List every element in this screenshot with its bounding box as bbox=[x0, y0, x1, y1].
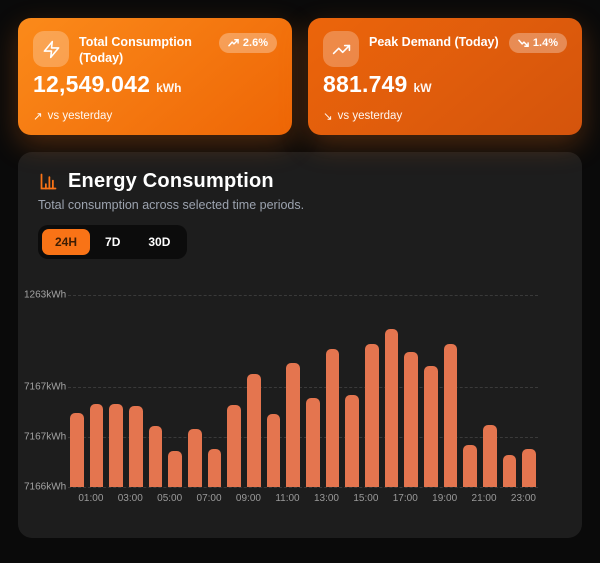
x-axis-label bbox=[463, 493, 465, 504]
bar-03:00[interactable] bbox=[129, 406, 143, 487]
kpi-footer: ↘ vs yesterday bbox=[323, 109, 567, 123]
kpi-footer: ↗ vs yesterday bbox=[33, 109, 277, 123]
x-axis-label bbox=[345, 493, 347, 504]
chart-title: Energy Consumption bbox=[68, 170, 274, 192]
x-axis-label: 11:00 bbox=[275, 493, 300, 504]
bar-22:00[interactable] bbox=[502, 455, 517, 487]
x-axis-label: 03:00 bbox=[117, 493, 143, 504]
bar-12:00[interactable] bbox=[306, 398, 320, 487]
bar-chart-icon bbox=[40, 173, 57, 190]
x-axis-label bbox=[228, 493, 230, 504]
kpi-value: 881.749 bbox=[323, 71, 408, 97]
bar-18:00[interactable] bbox=[424, 366, 438, 487]
bar-04:00[interactable] bbox=[148, 426, 163, 487]
bar-21:00[interactable] bbox=[483, 425, 497, 487]
x-axis-label bbox=[424, 493, 426, 504]
x-axis-label bbox=[188, 493, 190, 504]
bar-11:00[interactable] bbox=[286, 363, 301, 487]
kpi-card-header: Total Consumption (Today) 2.6% bbox=[33, 31, 277, 67]
bar-17:00[interactable] bbox=[404, 352, 419, 487]
kpi-value-row: 881.749 kW bbox=[323, 71, 567, 98]
bar-16:00[interactable] bbox=[384, 329, 399, 487]
bar-02:00[interactable] bbox=[109, 404, 124, 487]
x-axis-label bbox=[384, 493, 386, 504]
x-axis-label: 15:00 bbox=[353, 493, 379, 504]
trend-badge-value: 1.4% bbox=[532, 37, 558, 49]
x-axis-label: 13:00 bbox=[313, 493, 339, 504]
x-axis-label bbox=[503, 493, 505, 504]
bar-14:00[interactable] bbox=[345, 395, 360, 487]
bar-10:00[interactable] bbox=[266, 414, 281, 487]
tab-24h[interactable]: 24H bbox=[42, 229, 91, 255]
x-axis-label bbox=[109, 493, 111, 504]
y-axis-tick-label: 1263kWh bbox=[24, 289, 67, 301]
trending-up-icon bbox=[323, 31, 359, 67]
y-axis-tick-label: 7167kWh bbox=[24, 431, 67, 443]
gridline bbox=[68, 487, 538, 488]
kpi-unit: kW bbox=[413, 81, 432, 95]
x-axis-label bbox=[306, 493, 308, 504]
bar-20:00[interactable] bbox=[463, 445, 478, 487]
bar-01:00[interactable] bbox=[89, 404, 104, 487]
kpi-title: Total Consumption (Today) bbox=[79, 35, 192, 66]
bar-09:00[interactable] bbox=[247, 374, 261, 487]
gridline bbox=[68, 437, 538, 439]
gridline bbox=[68, 386, 538, 388]
x-axis-label: 17:00 bbox=[392, 493, 418, 504]
bar-19:00[interactable] bbox=[443, 344, 458, 487]
x-axis-label: 19:00 bbox=[432, 493, 458, 504]
trending-down-icon bbox=[518, 39, 529, 47]
trend-badge: 1.4% bbox=[508, 33, 567, 53]
chart-subtitle: Total consumption across selected time p… bbox=[38, 198, 305, 212]
trend-badge: 2.6% bbox=[218, 33, 277, 53]
energy-consumption-card: Energy Consumption Total consumption acr… bbox=[18, 152, 582, 538]
bar-23:00[interactable] bbox=[522, 449, 537, 487]
bar-08:00[interactable] bbox=[227, 405, 242, 487]
bar-chart: 1263kWh 7167kWh 7167kWh 7166kWh 01:00 03:00 0… bbox=[24, 290, 562, 515]
kpi-card-header: Peak Demand (Today) 1.4% bbox=[323, 31, 567, 67]
bar-13:00[interactable] bbox=[325, 349, 340, 487]
x-axis-label: 23:00 bbox=[510, 493, 536, 504]
kpi-card-total-consumption: Total Consumption (Today) 2.6% 12,549.04… bbox=[18, 18, 292, 135]
bars-container bbox=[70, 295, 537, 487]
kpi-row: Total Consumption (Today) 2.6% 12,549.04… bbox=[18, 18, 582, 135]
arrow-up-right-icon: ↗ bbox=[33, 111, 43, 123]
x-axis-label bbox=[267, 493, 269, 504]
kpi-value: 12,549.042 bbox=[33, 71, 151, 97]
trend-badge-value: 2.6% bbox=[242, 37, 268, 49]
bar-15:00[interactable] bbox=[365, 344, 379, 487]
zap-icon bbox=[33, 31, 69, 67]
tab-7d[interactable]: 7D bbox=[92, 229, 133, 255]
x-axis-label bbox=[149, 493, 151, 504]
x-axis-label bbox=[70, 493, 72, 504]
x-axis-label: 21:00 bbox=[471, 493, 497, 504]
tab-30d[interactable]: 30D bbox=[135, 229, 183, 255]
kpi-value-row: 12,549.042 kWh bbox=[33, 71, 277, 98]
x-axis-label: 05:00 bbox=[157, 493, 183, 504]
x-axis-label: 07:00 bbox=[196, 493, 222, 504]
time-range-tabs: 24H 7D 30D bbox=[38, 225, 188, 259]
kpi-card-peak-demand: Peak Demand (Today) 1.4% 881.749 kW ↘ vs… bbox=[308, 18, 582, 135]
x-axis-label: 01:00 bbox=[78, 493, 104, 504]
kpi-footer-label: vs yesterday bbox=[47, 110, 113, 122]
bar-06:00[interactable] bbox=[188, 429, 202, 487]
kpi-title: Peak Demand (Today) bbox=[369, 35, 499, 49]
chart-title-row: Energy Consumption bbox=[38, 170, 562, 193]
bar-00:00[interactable] bbox=[70, 413, 84, 487]
x-axis-label: 09:00 bbox=[235, 493, 261, 504]
trending-up-icon bbox=[228, 39, 239, 47]
kpi-footer-label: vs yesterday bbox=[337, 110, 403, 122]
gridline bbox=[68, 295, 538, 296]
kpi-unit: kWh bbox=[156, 81, 182, 95]
y-axis-tick-label: 7167kWh bbox=[24, 381, 67, 393]
arrow-down-right-icon: ↘ bbox=[323, 111, 333, 123]
bar-05:00[interactable] bbox=[168, 451, 183, 487]
x-axis-labels: 01:00 03:00 05:00 07:00 09:00 11:00 13:00 15:00… bbox=[70, 493, 536, 504]
bar-07:00[interactable] bbox=[207, 449, 222, 487]
y-axis-tick-label: 7166kWh bbox=[24, 481, 67, 493]
